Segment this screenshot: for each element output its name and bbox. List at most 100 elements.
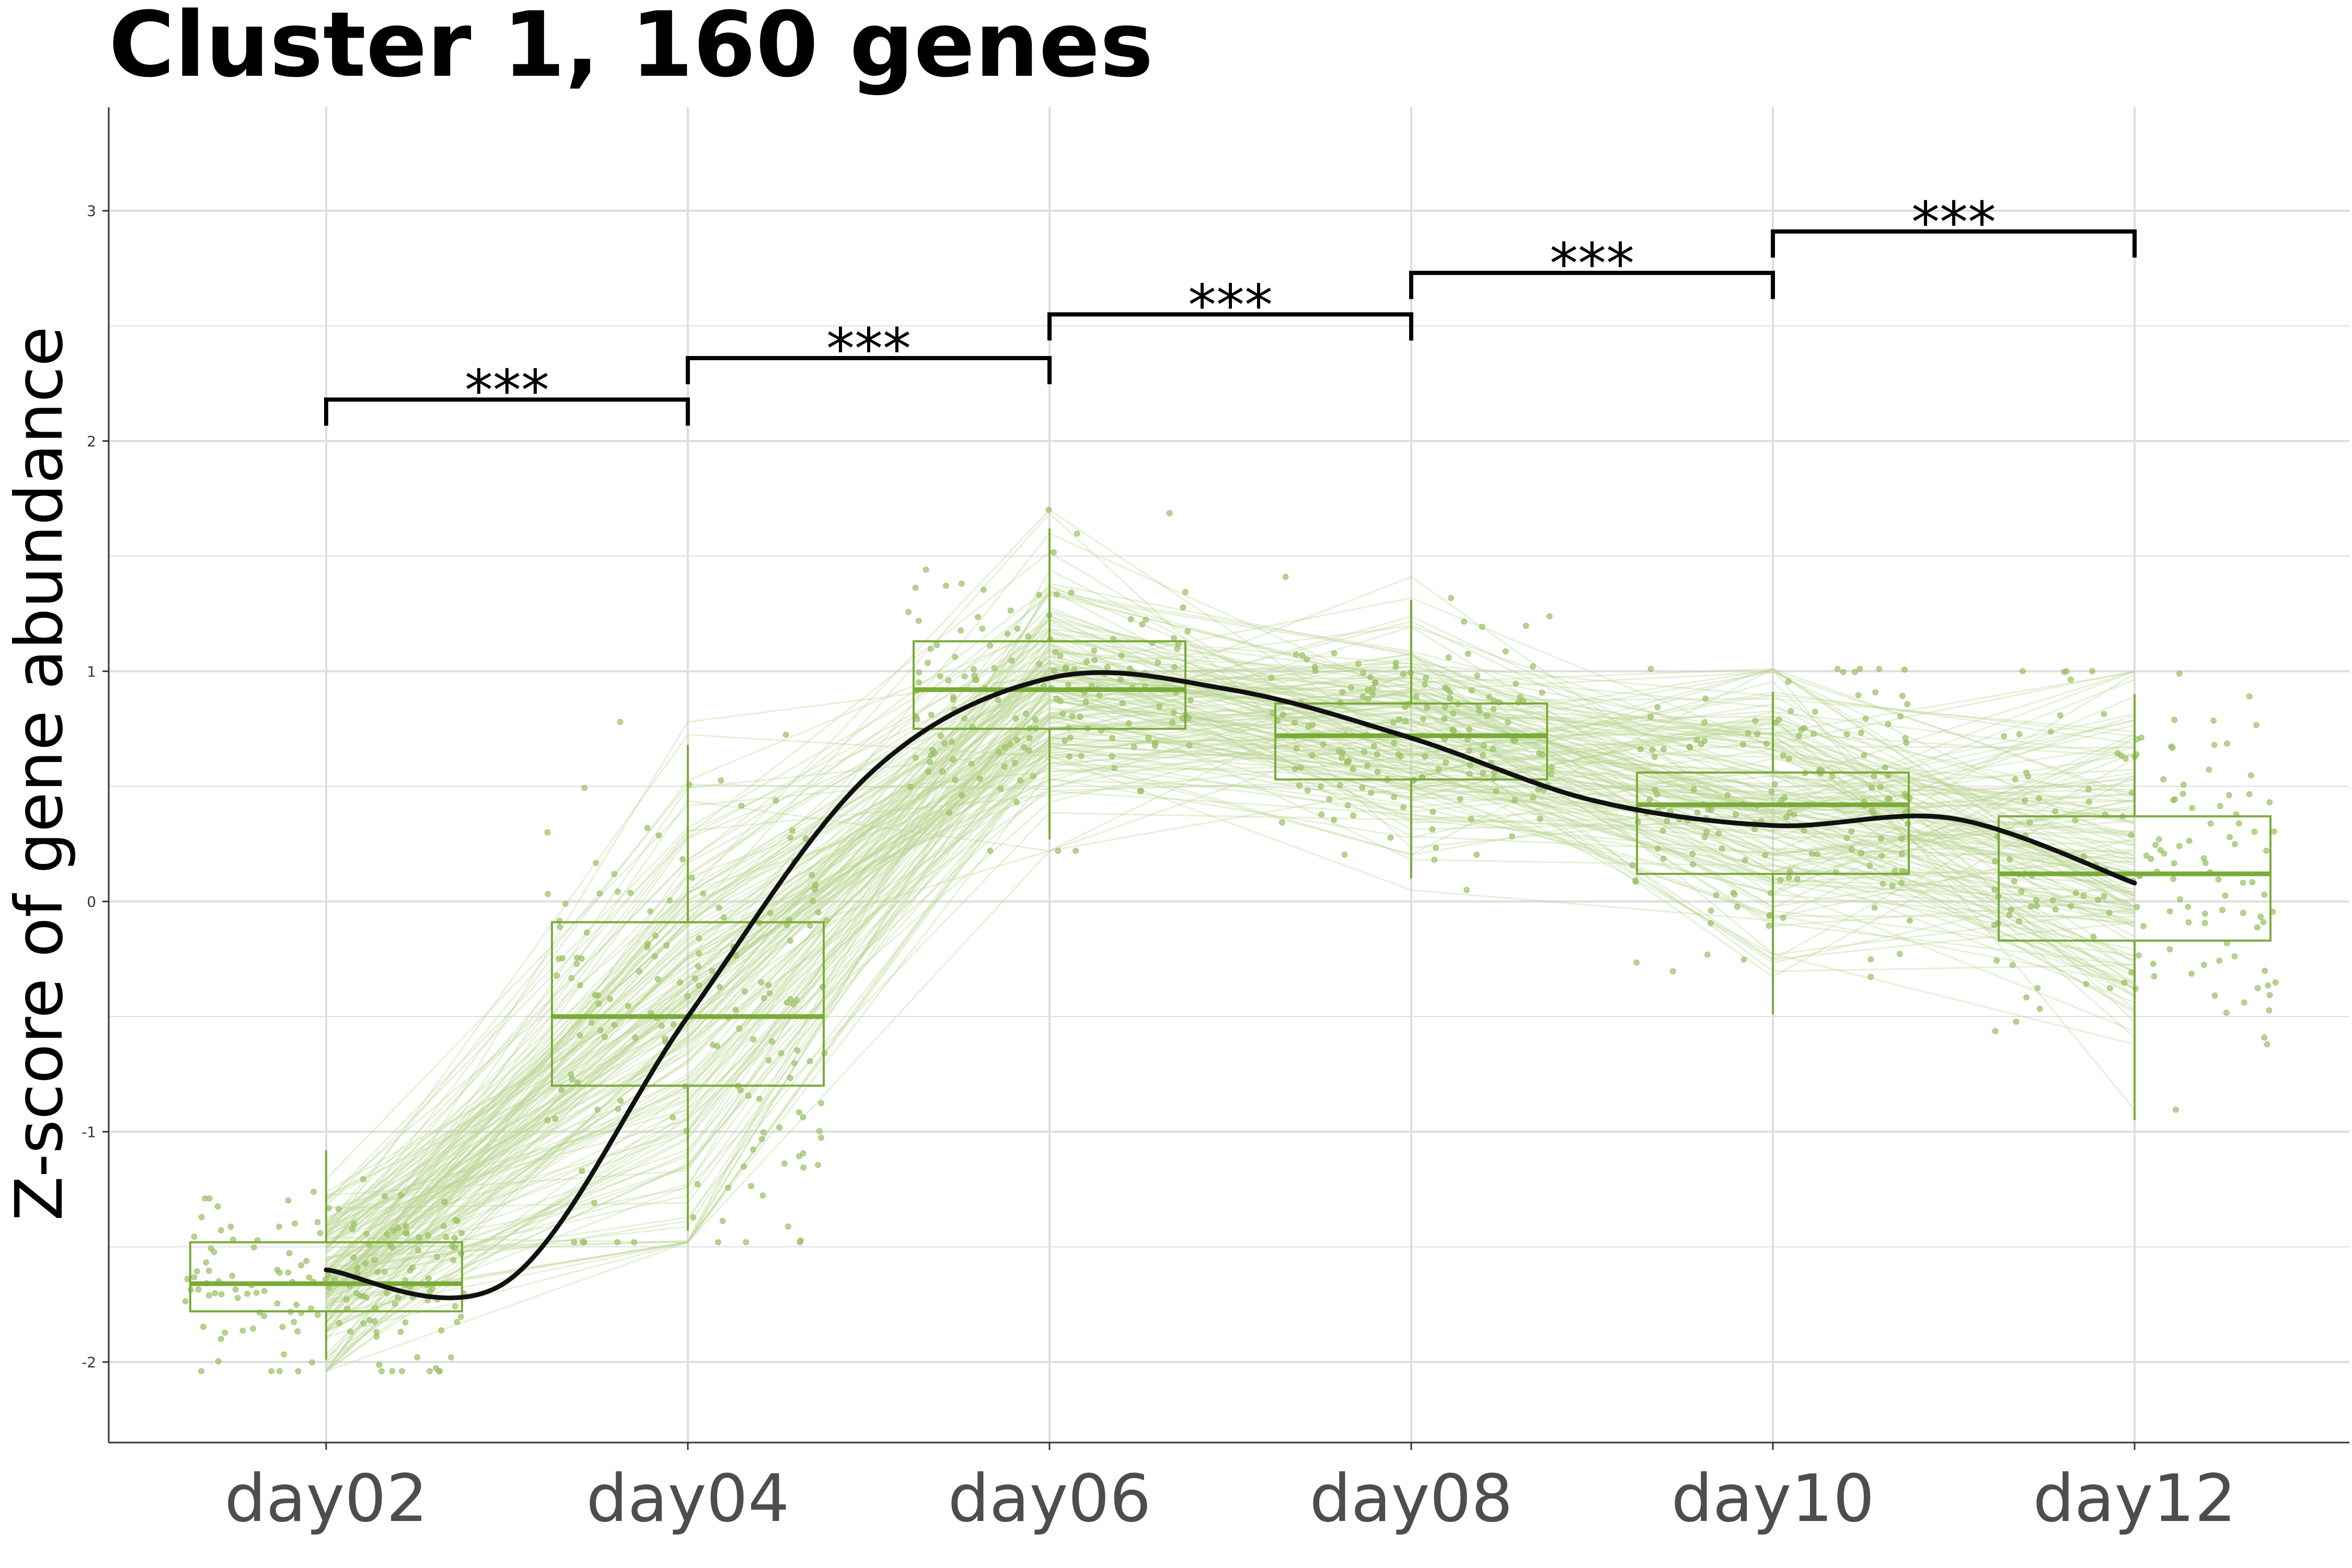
y-tick-label: 1 [87,663,96,680]
gene-profile-line [326,668,2135,1362]
gene-point [1030,773,1036,780]
gene-point [441,1198,448,1205]
gene-point [971,666,977,673]
gene-point [1719,845,1725,852]
gene-point [941,740,948,747]
gene-point [1632,877,1639,884]
gene-point [211,1249,217,1255]
gene-profile-line [326,589,2135,1328]
gene-point [1305,723,1312,730]
gene-point [2023,994,2030,1001]
gene-point [1372,679,1379,686]
gene-point [1901,666,1908,673]
gene-point [1467,762,1473,769]
gene-point [2166,908,2173,915]
gene-point [1069,713,1076,720]
gene-point [234,1295,241,1301]
gene-point [366,1317,373,1324]
gene-point [347,1328,354,1335]
gene-point [1174,645,1181,652]
gene-point [1649,746,1656,753]
gene-point [2033,896,2039,903]
gene-point [1304,787,1311,794]
gene-point [1754,731,1761,737]
gene-point [573,961,580,967]
bracket-line [1771,229,2137,258]
gene-profile-line [326,743,2135,1222]
gene-point [2216,957,2223,964]
gene-point [1109,735,1115,742]
gene-profile-line [325,668,2135,1272]
gene-profile-line [326,642,2135,1243]
gene-point [1447,695,1454,701]
gene-profile-line [326,681,2135,1248]
gene-point [814,1161,821,1168]
gene-point [1062,737,1068,744]
gene-profile-line [326,761,2135,1283]
gene-point [1751,826,1758,833]
gene-point [383,1289,390,1296]
gene-point [652,932,659,939]
gene-point [298,1262,305,1269]
gene-profile-line [326,701,2135,1297]
gene-point [268,1368,275,1375]
gene-point [2254,985,2261,991]
gene-point [1066,753,1073,760]
gene-point [1104,664,1111,671]
gene-point [1468,687,1475,694]
gene-point [1513,680,1519,687]
gene-point [1523,622,1529,629]
gene-point [214,1203,221,1210]
gene-point [2211,742,2218,748]
gene-profile-line [326,701,2135,1238]
gene-point [927,645,934,652]
gene-point [402,1223,409,1229]
gene-point [2169,744,2176,751]
gene-point [2009,962,2016,969]
gene-point [280,1351,287,1358]
gene-point [2157,847,2164,854]
gene-point [360,1293,367,1300]
gene-profile-line [326,672,2135,1261]
gene-point [2085,799,2092,805]
gene-point [1466,770,1473,777]
gene-point [1801,827,1807,834]
gene-point [2036,795,2043,802]
gene-point [1463,886,1470,893]
gene-profile-line [326,712,2135,1299]
gene-point [1052,649,1059,655]
gene-profile-line [326,751,2135,1202]
gene-point [2134,904,2140,910]
gene-point [958,580,965,587]
gene-point [1187,697,1194,704]
gene-point [915,617,922,624]
gene-point [1768,788,1775,795]
gene-profile-line [325,734,2135,1239]
gene-point [1004,630,1011,637]
gene-profile-line [326,648,2135,1338]
gene-point [568,975,575,982]
gene-point [1139,621,1146,628]
gene-point [2263,847,2270,854]
gene-point [760,995,767,1001]
gene-point [756,1096,763,1102]
gene-point [2266,1007,2273,1014]
gene-profile-line [325,786,2135,1324]
gene-profile-line [326,687,2135,1330]
gene-point [285,1269,292,1276]
gene-point [1468,816,1474,823]
gene-point [2057,712,2063,719]
gene-point [1180,604,1186,611]
gene-point [2201,910,2208,917]
gene-point [662,1035,668,1042]
gene-point [1848,828,1855,835]
gene-point [658,1022,665,1029]
gene-point [414,1354,421,1361]
gene-point [1077,713,1083,720]
gene-point [2219,906,2226,913]
gene-profile-line [326,626,2135,1231]
gene-point [1318,811,1325,818]
gene-point [1897,713,1904,720]
gene-point [335,1206,342,1213]
gene-point [425,1275,432,1282]
